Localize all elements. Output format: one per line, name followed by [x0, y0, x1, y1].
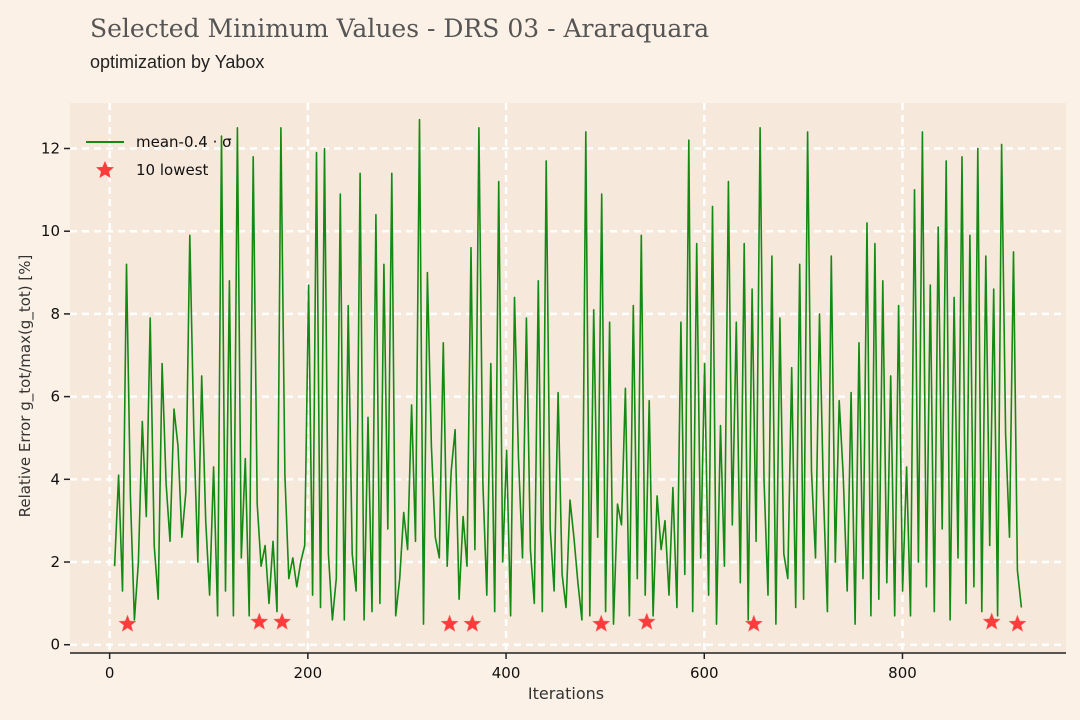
y-tick-label: 2 — [50, 553, 60, 571]
chart-title: Selected Minimum Values - DRS 03 - Arara… — [90, 14, 710, 43]
x-tick-label: 400 — [492, 664, 521, 682]
y-axis-label: Relative Error g_tot/max(g_tot) [%] — [16, 255, 35, 518]
legend-line-swatch — [86, 141, 124, 143]
y-tick-label: 0 — [50, 636, 60, 654]
y-tick-label: 4 — [50, 470, 60, 488]
x-tick-label: 0 — [105, 664, 115, 682]
lowest-point-star — [1008, 614, 1027, 632]
star-icon — [86, 160, 124, 180]
lowest-point-star — [982, 612, 1001, 630]
x-tick-label: 800 — [888, 664, 917, 682]
y-tick-label: 6 — [50, 388, 60, 406]
x-tick-label: 200 — [294, 664, 323, 682]
y-tick-label: 8 — [50, 305, 60, 323]
axes: 0 200 400 600 800 0 2 4 6 8 10 12 — [41, 139, 1066, 682]
x-axis-label: Iterations — [528, 684, 604, 703]
legend-item-line: mean-0.4 · σ — [78, 128, 232, 156]
lowest-point-star — [118, 614, 137, 632]
series-line — [113, 118, 1023, 625]
lowest-point-star — [463, 614, 482, 632]
legend: mean-0.4 · σ 10 lowest — [78, 128, 232, 184]
lowest-point-star — [744, 614, 764, 632]
chart-subtitle: optimization by Yabox — [90, 52, 265, 72]
lowest-point-star — [440, 614, 459, 632]
legend-item-stars: 10 lowest — [78, 156, 232, 184]
y-tick-label: 10 — [41, 222, 60, 240]
x-tick-label: 600 — [690, 664, 719, 682]
lowest-point-star — [637, 612, 656, 630]
lowest-point-star — [250, 612, 269, 630]
y-tick-label: 12 — [41, 139, 60, 157]
lowest-markers — [118, 612, 1027, 632]
lowest-point-star — [591, 614, 611, 632]
legend-line-label: mean-0.4 · σ — [136, 133, 232, 151]
legend-star-label: 10 lowest — [136, 161, 209, 179]
series-layer — [113, 118, 1023, 625]
lowest-point-star — [272, 612, 292, 630]
